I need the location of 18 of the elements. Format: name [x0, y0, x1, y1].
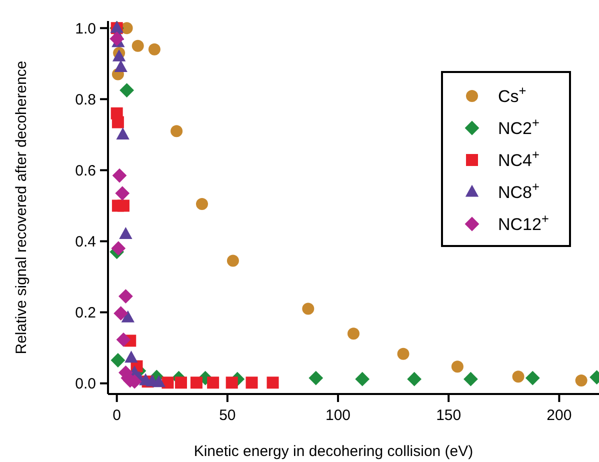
legend-label: NC8$^{+}$ — [498, 178, 540, 202]
legend-label: NC12$^{+}$ — [498, 210, 549, 234]
x-tick-label: 150 — [436, 407, 462, 424]
y-tick-label: 0.4 — [75, 234, 96, 250]
x-tick-label: 50 — [219, 407, 236, 424]
y-tick-label: 0.0 — [75, 376, 96, 393]
y-tick-label: 0.2 — [75, 304, 96, 322]
y-axis-title: Relative signal recovered after decoherence — [13, 60, 30, 354]
legend-label: NC4$^{+}$ — [498, 146, 540, 170]
legend-label: Cs$^{+}$ — [498, 82, 526, 106]
x-tick-label: 200 — [546, 407, 572, 424]
x-tick-label: 100 — [326, 407, 351, 424]
y-tick-label: 0.6 — [75, 162, 96, 180]
legend-label: NC2$^{+}$ — [498, 114, 540, 138]
y-tick-label: 1.0 — [75, 20, 96, 38]
x-tick-label: 0 — [112, 407, 122, 424]
y-tick-label: 0.8 — [75, 91, 96, 108]
x-axis-title: Kinetic energy in decohering collision (eV) — [194, 443, 474, 460]
